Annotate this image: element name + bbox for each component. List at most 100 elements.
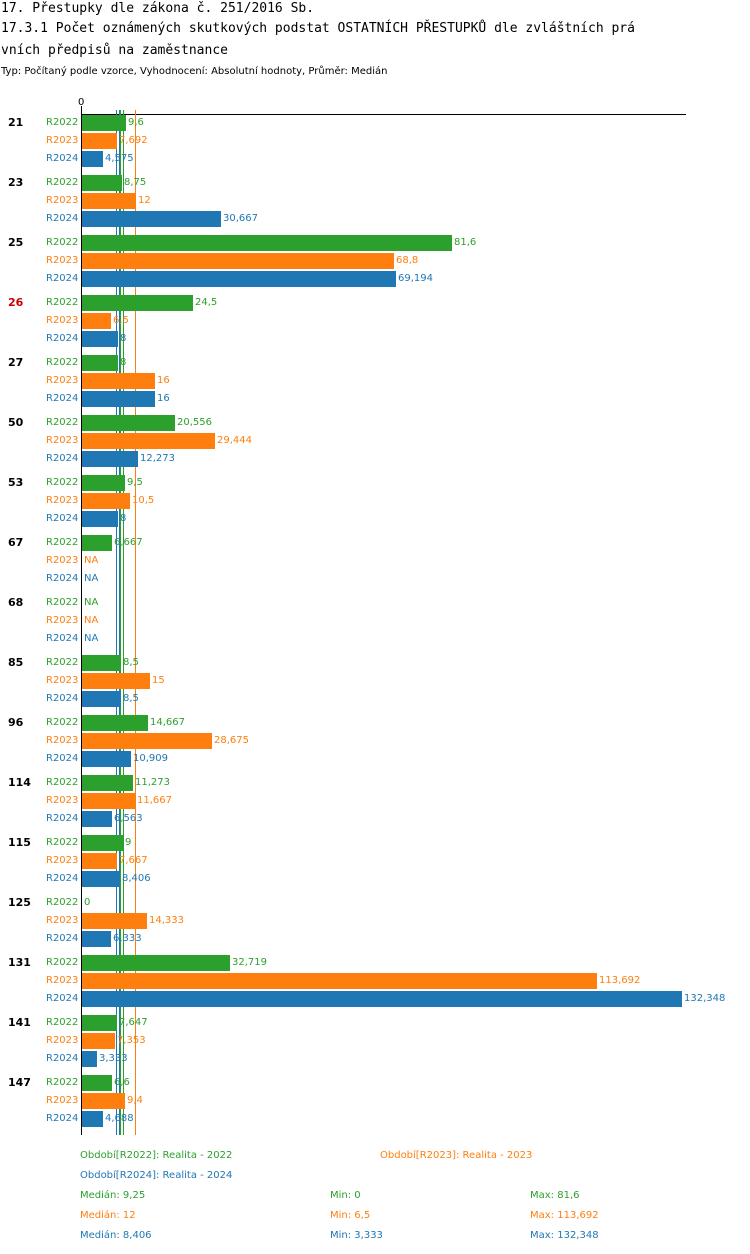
bar-r2023 [82, 373, 155, 389]
value-label: 113,692 [599, 975, 641, 986]
series-label: R2023 [46, 735, 79, 746]
value-label: 10,909 [133, 753, 168, 764]
median-line-r2023 [135, 110, 136, 1135]
median-line-r2022 [123, 110, 124, 1135]
series-label: R2024 [46, 1113, 79, 1124]
bar-r2022 [82, 535, 112, 551]
value-label: 12 [138, 195, 151, 206]
value-label: 16 [157, 393, 170, 404]
series-label: R2024 [46, 1053, 79, 1064]
y-axis-line [81, 106, 82, 1135]
value-label: 16 [157, 375, 170, 386]
value-label: 7,692 [119, 135, 148, 146]
bar-r2024 [82, 871, 120, 887]
bar-r2024 [82, 451, 138, 467]
value-label: 81,6 [454, 237, 477, 248]
value-label: 14,333 [149, 915, 184, 926]
series-label: R2024 [46, 633, 79, 644]
bar-r2022 [82, 655, 121, 671]
series-label: R2022 [46, 1077, 79, 1088]
series-label: R2023 [46, 855, 79, 866]
value-label: 28,675 [214, 735, 249, 746]
bar-r2024 [82, 991, 682, 1007]
median-line-r2022-b [120, 110, 121, 1135]
bar-r2022 [82, 775, 133, 791]
legend-r2023: Období[R2023]: Realita - 2023 [380, 1150, 533, 1161]
value-label: NA [84, 615, 99, 626]
bar-r2022 [82, 475, 125, 491]
median-line-r2024-b [116, 110, 117, 1135]
group-label: 67 [8, 536, 24, 549]
bar-r2024 [82, 271, 396, 287]
series-label: R2023 [46, 915, 79, 926]
value-label: 10,5 [132, 495, 155, 506]
bar-r2022 [82, 175, 122, 191]
series-label: R2022 [46, 177, 79, 188]
value-label: 4,688 [105, 1113, 134, 1124]
group-label: 50 [8, 416, 24, 429]
stat-max-r2022: Max: 81,6 [530, 1190, 580, 1201]
value-label: NA [84, 555, 99, 566]
bar-r2024 [82, 151, 103, 167]
group-label: 96 [8, 716, 24, 729]
bar-r2022 [82, 295, 193, 311]
axis-zero-label: 0 [78, 97, 85, 108]
value-label: 9,5 [127, 477, 143, 488]
value-label: 12,273 [140, 453, 175, 464]
value-label: 3,333 [99, 1053, 128, 1064]
value-label: 9,6 [128, 117, 144, 128]
group-label: 141 [8, 1016, 31, 1029]
bar-r2023 [82, 973, 597, 989]
series-label: R2023 [46, 495, 79, 506]
group-label: 114 [8, 776, 31, 789]
bar-r2023 [82, 1093, 125, 1109]
series-label: R2023 [46, 135, 79, 146]
value-label: 6,667 [114, 537, 143, 548]
bar-r2024 [82, 391, 155, 407]
series-label: R2022 [46, 477, 79, 488]
series-label: R2023 [46, 615, 79, 626]
value-label: 6,333 [113, 933, 142, 944]
series-label: R2024 [46, 213, 79, 224]
series-label: R2024 [46, 453, 79, 464]
bar-r2023 [82, 1033, 115, 1049]
series-label: R2022 [46, 357, 79, 368]
group-label: 68 [8, 596, 24, 609]
value-label: 32,719 [232, 957, 267, 968]
bar-r2023 [82, 733, 212, 749]
group-label: 147 [8, 1076, 31, 1089]
group-label: 85 [8, 656, 24, 669]
value-label: NA [84, 597, 99, 608]
series-label: R2023 [46, 1095, 79, 1106]
chart-subtitle: Typ: Počítaný podle vzorce, Vyhodnocení:… [1, 66, 388, 77]
value-label: 8,5 [123, 693, 139, 704]
value-label: 8,75 [124, 177, 147, 188]
series-label: R2024 [46, 873, 79, 884]
bar-r2024 [82, 1051, 97, 1067]
group-label: 23 [8, 176, 24, 189]
value-label: 8 [120, 513, 127, 524]
bar-r2022 [82, 115, 126, 131]
chart-title-line-2: vních předpisů na zaměstnance [1, 43, 228, 58]
value-label: 7,353 [117, 1035, 146, 1046]
stat-min-r2022: Min: 0 [330, 1190, 361, 1201]
series-label: R2023 [46, 1035, 79, 1046]
series-label: R2024 [46, 993, 79, 1004]
series-label: R2023 [46, 975, 79, 986]
series-label: R2023 [46, 255, 79, 266]
bar-r2024 [82, 331, 118, 347]
value-label: 30,667 [223, 213, 258, 224]
series-label: R2022 [46, 417, 79, 428]
bar-r2023 [82, 133, 117, 149]
value-label: 9,4 [127, 1095, 143, 1106]
value-label: 20,556 [177, 417, 212, 428]
series-label: R2024 [46, 153, 79, 164]
bar-r2023 [82, 793, 135, 809]
bar-r2023 [82, 673, 150, 689]
series-label: R2024 [46, 273, 79, 284]
group-label: 26 [8, 296, 24, 309]
bar-r2023 [82, 853, 117, 869]
series-label: R2022 [46, 1017, 79, 1028]
stat-median-r2024: Medián: 8,406 [80, 1230, 152, 1241]
series-label: R2024 [46, 333, 79, 344]
